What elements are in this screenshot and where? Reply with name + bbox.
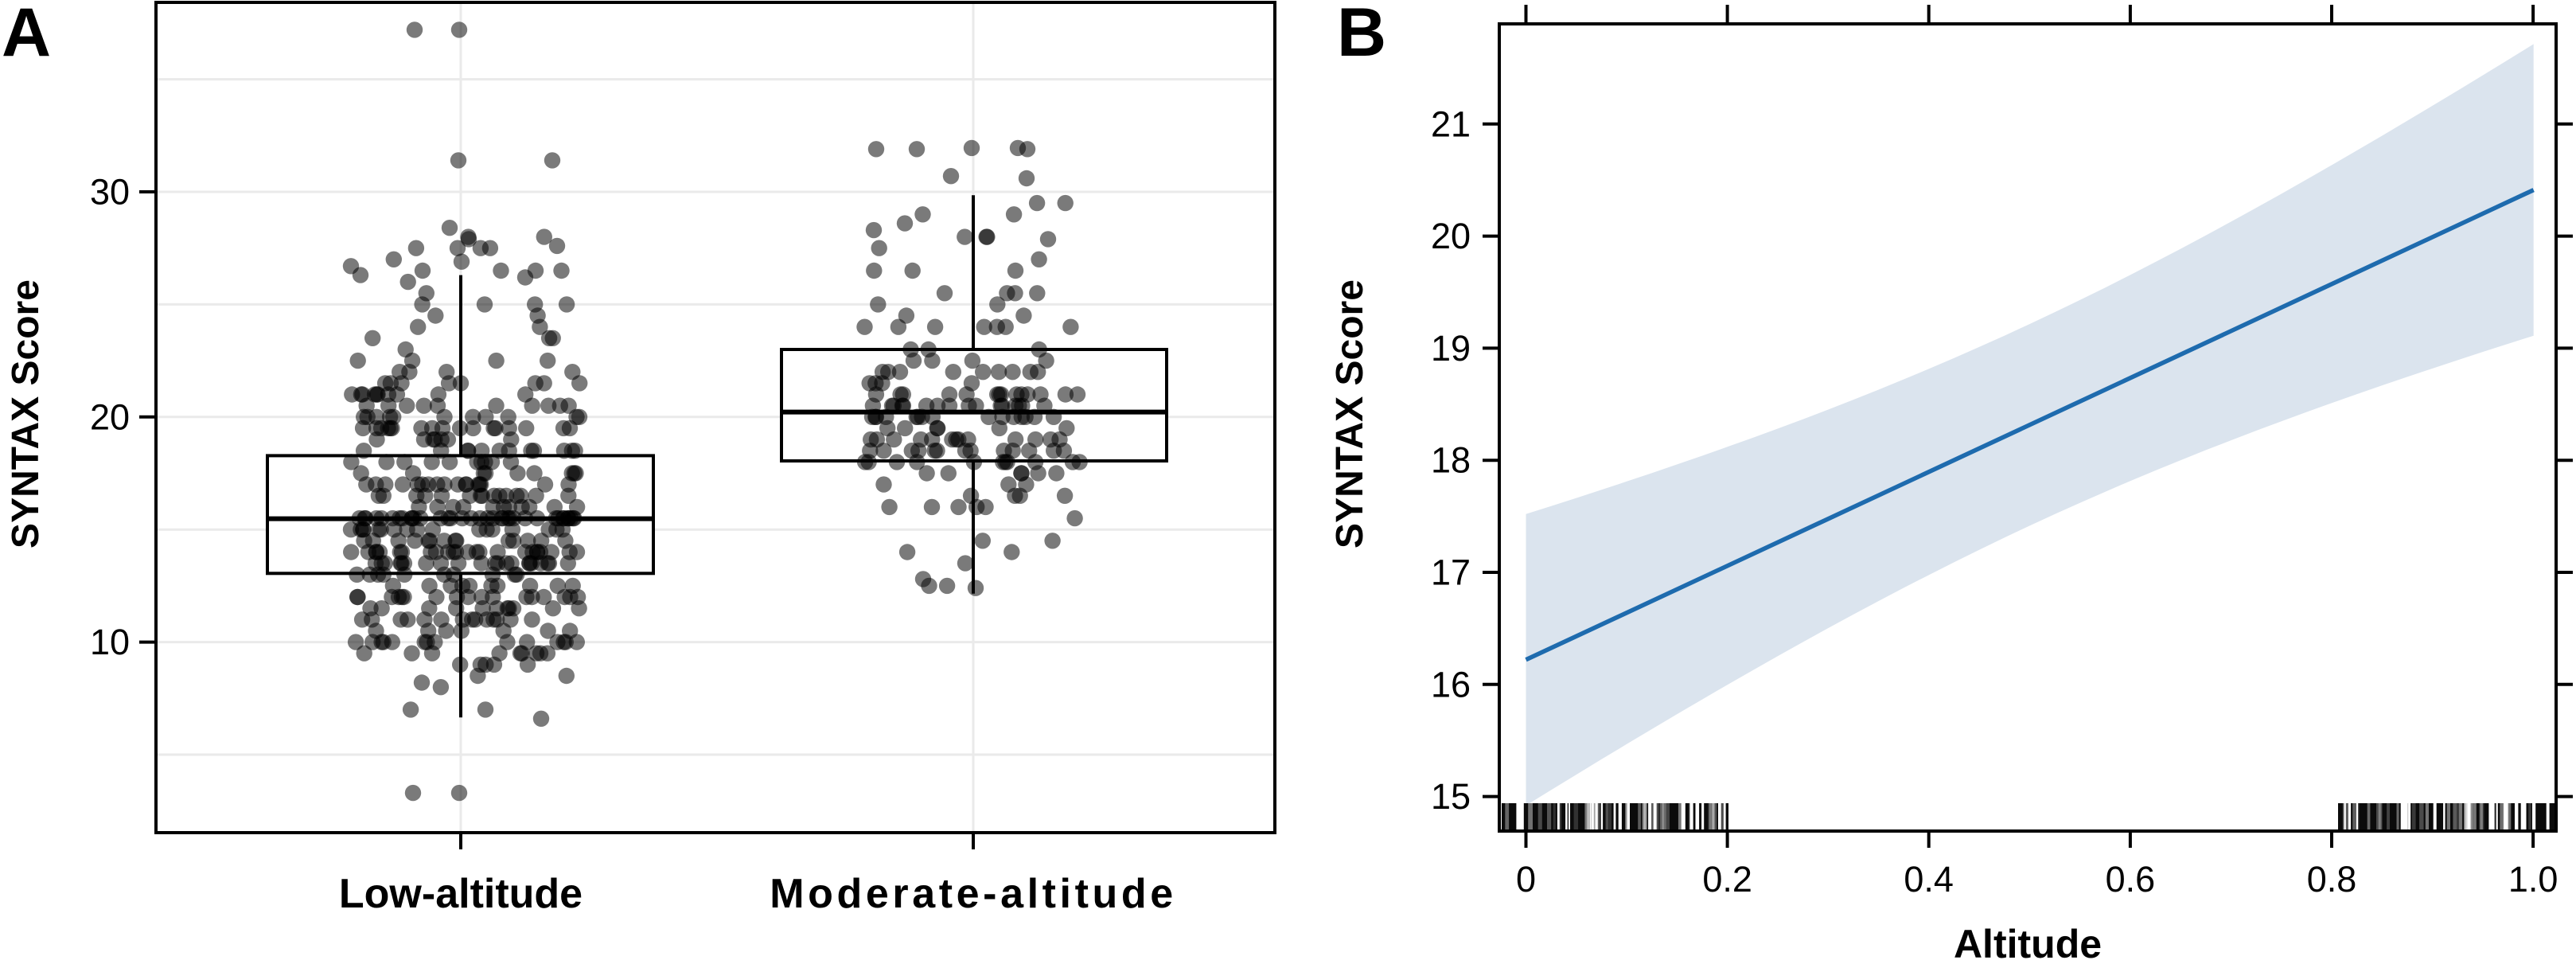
svg-text:21: 21 bbox=[1431, 103, 1471, 144]
svg-text:Low-altitude: Low-altitude bbox=[339, 871, 583, 917]
svg-text:19: 19 bbox=[1431, 328, 1471, 369]
svg-text:0: 0 bbox=[1516, 859, 1536, 900]
svg-text:0.4: 0.4 bbox=[1904, 859, 1954, 900]
svg-text:0.8: 0.8 bbox=[2307, 859, 2357, 900]
svg-text:1.0: 1.0 bbox=[2508, 859, 2558, 900]
svg-text:SYNTAX Score: SYNTAX Score bbox=[5, 279, 47, 548]
svg-text:16: 16 bbox=[1431, 664, 1471, 704]
svg-text:A: A bbox=[2, 0, 51, 71]
svg-text:20: 20 bbox=[1431, 216, 1471, 256]
svg-text:18: 18 bbox=[1431, 440, 1471, 481]
svg-text:0.2: 0.2 bbox=[1702, 859, 1752, 900]
svg-text:30: 30 bbox=[90, 172, 130, 213]
svg-text:Moderate-altitude: Moderate-altitude bbox=[770, 871, 1177, 917]
svg-text:0.6: 0.6 bbox=[2106, 859, 2156, 900]
svg-text:10: 10 bbox=[90, 622, 130, 662]
svg-text:15: 15 bbox=[1431, 776, 1471, 817]
svg-text:17: 17 bbox=[1431, 552, 1471, 593]
svg-text:B: B bbox=[1337, 0, 1386, 71]
svg-text:SYNTAX Score: SYNTAX Score bbox=[1329, 279, 1371, 548]
svg-text:Altitude: Altitude bbox=[1954, 922, 2102, 960]
svg-text:20: 20 bbox=[90, 396, 130, 437]
